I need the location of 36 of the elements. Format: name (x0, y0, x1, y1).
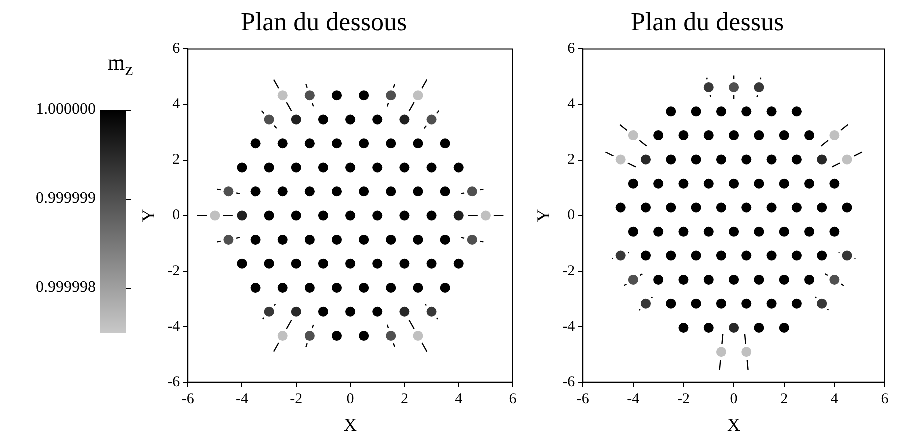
y-tick-label: -6 (168, 374, 181, 390)
x-axis-title: X (728, 414, 741, 435)
x-tick-label: -4 (236, 391, 249, 408)
y-tick-label: 4 (568, 96, 576, 113)
x-tick-label: 2 (400, 391, 408, 408)
x-tick-label: 0 (730, 391, 738, 408)
y-tick-label: 0 (568, 208, 576, 224)
x-tick-label: 6 (509, 391, 518, 408)
y-axis-title: Y (138, 209, 159, 222)
y-tick-label: 2 (568, 152, 576, 168)
y-tick-label: 6 (172, 41, 181, 58)
y-axis-title: Y (534, 209, 554, 222)
x-tick-label: 2 (780, 391, 788, 408)
color-bar-label: 0.999999 (35, 190, 96, 208)
color-bar-title: m$_{z}$ (108, 50, 134, 80)
x-tick-label: 6 (881, 391, 890, 408)
y-tick-label: 0 (172, 208, 180, 224)
x-tick-label: -4 (627, 391, 640, 408)
x-tick-label: 0 (346, 391, 354, 408)
y-tick-label: -4 (168, 318, 181, 335)
x-tick-label: 4 (830, 391, 839, 408)
y-tick-label: 4 (172, 96, 181, 113)
chart-title: Plan du dessous (240, 7, 408, 36)
chart-title: Plan du dessus (630, 7, 784, 36)
y-tick-label: -2 (562, 263, 576, 280)
x-tick-label: -2 (290, 391, 303, 408)
x-tick-label: -2 (677, 391, 690, 408)
y-tick-label: -2 (168, 263, 180, 280)
x-tick-label: 4 (455, 391, 464, 408)
y-tick-label: -6 (562, 374, 576, 390)
y-tick-label: 6 (568, 41, 576, 58)
x-axis-title: X (344, 414, 358, 435)
y-tick-label: -4 (562, 318, 576, 335)
y-tick-label: 2 (172, 152, 180, 168)
color-bar-label: 0.999998 (35, 279, 96, 296)
color-bar-label: 1.000000 (35, 101, 96, 118)
